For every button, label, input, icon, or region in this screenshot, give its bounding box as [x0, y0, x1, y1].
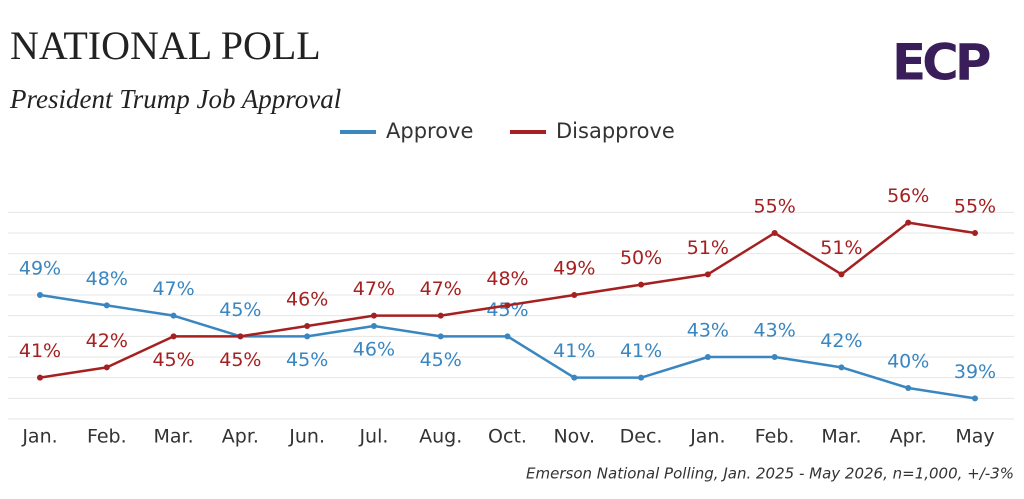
data-label: 51%	[687, 237, 729, 259]
x-tick-label: Mar.	[153, 426, 193, 448]
data-label: 45%	[286, 349, 328, 371]
data-label: 49%	[553, 258, 595, 280]
data-point	[37, 374, 43, 381]
data-point	[37, 292, 43, 298]
x-tick-label: Jul.	[358, 426, 388, 448]
data-label: 56%	[887, 185, 929, 207]
data-point	[771, 230, 778, 236]
legend-label: Approve	[386, 119, 473, 143]
x-tick-label: Nov.	[553, 426, 595, 448]
data-point	[771, 354, 778, 360]
x-tick-label: Apr.	[222, 426, 259, 448]
data-point	[838, 271, 845, 278]
data-point	[304, 333, 311, 340]
data-point	[571, 374, 578, 381]
data-label: 46%	[353, 339, 395, 361]
data-label: 49%	[19, 258, 61, 280]
data-label: 42%	[820, 330, 862, 352]
data-point	[103, 364, 110, 371]
chart-subtitle: President Trump Job Approval	[9, 84, 341, 114]
x-tick-label: Dec.	[620, 426, 663, 448]
data-label: 43%	[687, 320, 729, 342]
data-point	[370, 323, 377, 329]
data-point	[437, 312, 444, 319]
data-label: 50%	[620, 247, 662, 269]
data-label: 43%	[754, 320, 796, 342]
x-tick-label: Mar.	[821, 426, 861, 448]
data-point	[905, 385, 912, 391]
data-label: 39%	[954, 361, 996, 383]
data-label: 47%	[353, 278, 395, 300]
data-label: 47%	[152, 278, 194, 300]
x-tick-label: Oct.	[488, 426, 527, 448]
data-point	[571, 292, 578, 298]
x-tick-label: Feb.	[87, 426, 127, 448]
data-label: 45%	[420, 349, 462, 371]
data-label: 45%	[219, 299, 261, 321]
x-tick-label: May	[955, 426, 994, 448]
data-point	[972, 395, 978, 402]
data-point	[638, 281, 645, 288]
chart-title: NATIONAL POLL	[10, 23, 321, 68]
data-label: 51%	[820, 237, 862, 259]
data-label: 45%	[219, 349, 261, 371]
data-label: 41%	[19, 340, 61, 362]
data-point	[972, 230, 978, 236]
data-point	[170, 312, 177, 319]
data-point	[237, 333, 244, 340]
x-tick-label: Aug.	[419, 426, 462, 448]
data-point	[304, 323, 311, 329]
data-point	[638, 374, 645, 381]
data-label: 48%	[486, 268, 528, 290]
data-label: 47%	[420, 278, 462, 300]
data-point	[103, 302, 110, 309]
data-point	[437, 333, 444, 340]
data-point	[504, 333, 511, 340]
data-point	[170, 333, 177, 340]
data-point	[838, 364, 845, 371]
data-point	[370, 312, 377, 319]
data-label: 55%	[954, 196, 996, 218]
data-label: 55%	[754, 196, 796, 218]
logo: ECP	[892, 34, 990, 92]
x-tick-label: Apr.	[890, 426, 927, 448]
data-label: 41%	[620, 340, 662, 362]
legend-label: Disapprove	[556, 119, 675, 143]
data-label: 45%	[152, 349, 194, 371]
x-tick-label: Jan.	[689, 426, 725, 448]
data-label: 42%	[86, 330, 128, 352]
data-point	[504, 302, 511, 309]
data-label: 46%	[286, 289, 328, 311]
data-label: 41%	[553, 340, 595, 362]
data-label: 40%	[887, 351, 929, 373]
data-point	[704, 271, 711, 278]
source-note: Emerson National Polling, Jan. 2025 - Ma…	[526, 465, 1014, 483]
data-point	[704, 354, 711, 360]
x-tick-label: Jun.	[288, 426, 325, 448]
x-tick-label: Feb.	[755, 426, 795, 448]
x-tick-label: Jan.	[21, 426, 57, 448]
data-label: 48%	[86, 268, 128, 290]
data-point	[905, 219, 912, 226]
